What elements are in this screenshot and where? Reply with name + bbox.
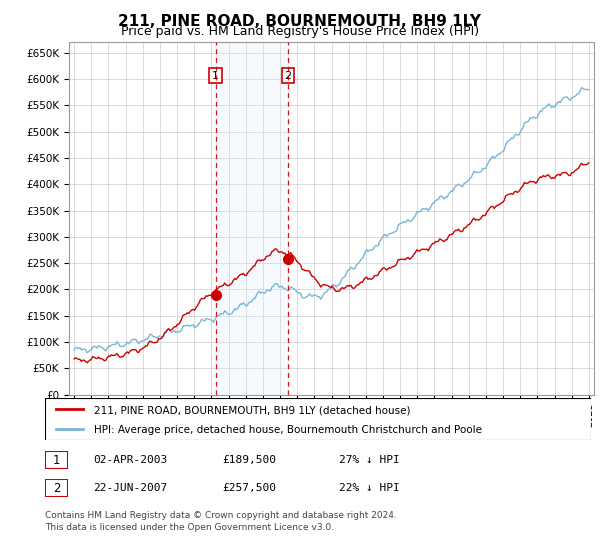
Text: Price paid vs. HM Land Registry's House Price Index (HPI): Price paid vs. HM Land Registry's House … — [121, 25, 479, 38]
Text: £189,500: £189,500 — [222, 455, 276, 465]
Bar — [215, 42, 288, 395]
Text: 2: 2 — [53, 482, 60, 494]
Text: 02-APR-2003: 02-APR-2003 — [93, 455, 167, 465]
Text: 22-JUN-2007: 22-JUN-2007 — [93, 483, 167, 493]
FancyBboxPatch shape — [45, 451, 68, 469]
Text: This data is licensed under the Open Government Licence v3.0.: This data is licensed under the Open Gov… — [45, 523, 334, 533]
Text: Contains HM Land Registry data © Crown copyright and database right 2024.: Contains HM Land Registry data © Crown c… — [45, 511, 397, 520]
Text: 27% ↓ HPI: 27% ↓ HPI — [339, 455, 400, 465]
Text: HPI: Average price, detached house, Bournemouth Christchurch and Poole: HPI: Average price, detached house, Bour… — [94, 425, 482, 435]
Text: 1: 1 — [53, 454, 60, 466]
Text: 211, PINE ROAD, BOURNEMOUTH, BH9 1LY (detached house): 211, PINE ROAD, BOURNEMOUTH, BH9 1LY (de… — [94, 405, 410, 415]
Text: 22% ↓ HPI: 22% ↓ HPI — [339, 483, 400, 493]
Text: £257,500: £257,500 — [222, 483, 276, 493]
Text: 2: 2 — [284, 71, 292, 81]
FancyBboxPatch shape — [45, 479, 68, 497]
Text: 211, PINE ROAD, BOURNEMOUTH, BH9 1LY: 211, PINE ROAD, BOURNEMOUTH, BH9 1LY — [119, 14, 482, 29]
Text: 1: 1 — [212, 71, 219, 81]
FancyBboxPatch shape — [45, 398, 591, 440]
